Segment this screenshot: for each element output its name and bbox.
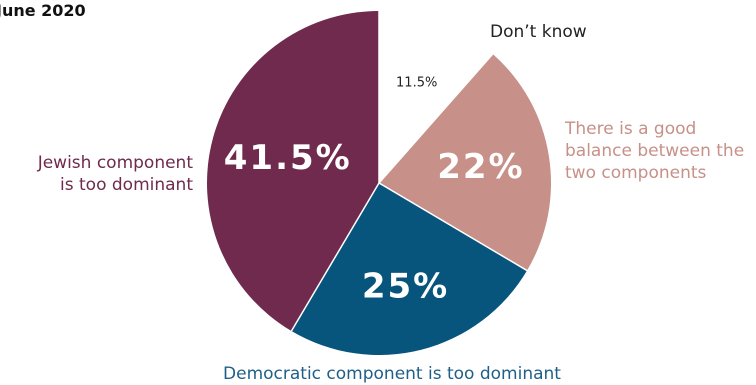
slice-dont-know-value-label: 11.5% (396, 76, 437, 91)
label-jewish-dominant: Jewish component is too dominant (38, 152, 193, 196)
slice-good-balance-value-label: 22% (437, 147, 524, 187)
slice-jewish-dominant-value-label: 41.5% (224, 138, 352, 178)
slice-jewish-dominant (206, 11, 379, 332)
label-good-balance-line-1: There is a good (565, 119, 697, 139)
label-democratic-dominant: Democratic component is too dominant (0, 363, 756, 385)
label-good-balance: There is a good balance between the two … (565, 118, 744, 184)
chart-title: June 2020 (0, 1, 86, 20)
slice-separator (378, 182, 528, 272)
label-jewish-dominant-line-1: Jewish component (37, 153, 193, 173)
label-democratic-dominant-text: Democratic component is too dominant (223, 364, 561, 384)
slice-democratic-dominant-value-label: 25% (362, 266, 449, 306)
slice-good-balance (379, 53, 551, 271)
label-good-balance-line-2: balance between the (565, 141, 745, 161)
label-jewish-dominant-line-2: is too dominant (60, 175, 193, 195)
slice-dont-know (379, 11, 493, 183)
slice-separator (290, 182, 380, 332)
slice-democratic-dominant (291, 183, 528, 355)
label-dont-know-text: Don’t know (490, 22, 587, 42)
label-dont-know: Don’t know (490, 21, 587, 43)
slice-separator (378, 53, 494, 184)
label-good-balance-line-3: two components (565, 163, 707, 183)
